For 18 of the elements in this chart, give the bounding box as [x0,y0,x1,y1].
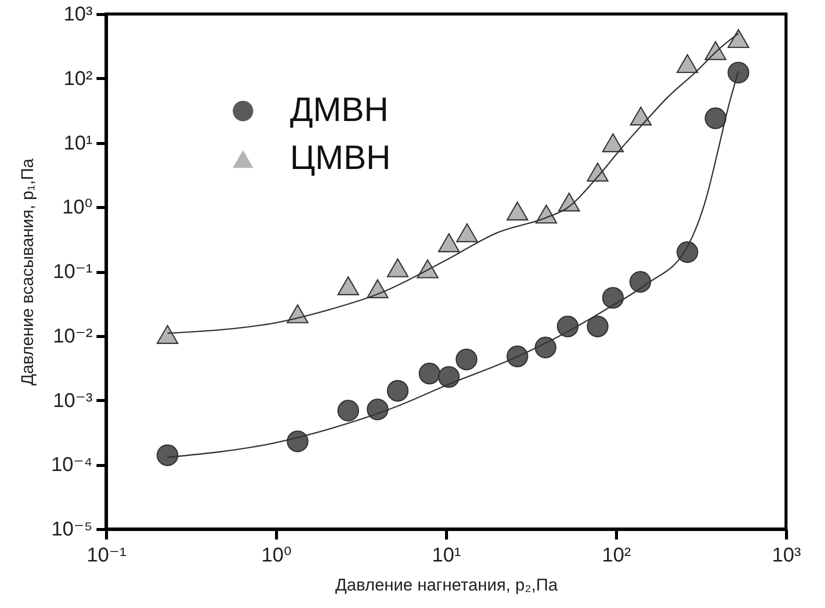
x-tick-label: 10³ [772,544,802,566]
y-tick-label: 10⁻⁴ [51,454,92,476]
x-axis-title: Давление нагнетания, p₂,Па [335,576,558,594]
x-tick-label: 10¹ [432,544,462,566]
y-tick-label: 10¹ [64,132,93,154]
y-tick-label: 10³ [64,4,93,26]
y-tick-label: 10⁻¹ [53,261,93,283]
x-tick-label: 10² [602,544,632,566]
legend-label: ЦМВН [290,139,391,177]
y-axis-title: Давление всасывания, p₁,Па [18,158,38,386]
y-tick-label: 10⁻³ [53,390,93,412]
legend-label: ДМВН [290,91,389,129]
y-tick-label: 10² [64,68,93,90]
x-tick-label: 10⁰ [261,544,292,566]
x-tick-label: 10⁻¹ [86,544,127,566]
y-tick-label: 10⁻⁵ [51,518,92,540]
y-tick-label: 10⁻² [53,325,93,348]
y-tick-label: 10⁰ [62,196,92,219]
